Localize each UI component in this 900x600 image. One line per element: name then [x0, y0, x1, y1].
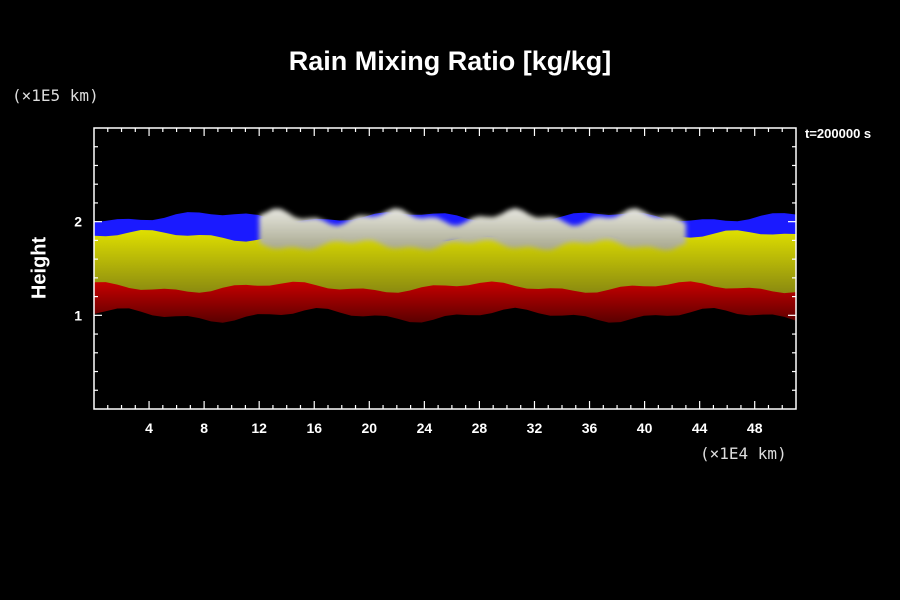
x-tick-label: 36	[582, 420, 598, 436]
x-tick-label: 8	[200, 420, 208, 436]
x-tick-label: 32	[527, 420, 543, 436]
x-tick-label: 48	[747, 420, 763, 436]
plot-frame	[93, 127, 797, 410]
layer-white	[259, 208, 686, 251]
x-tick-label: 12	[251, 420, 267, 436]
x-tick-label: 40	[637, 420, 653, 436]
y-axis-unit: (×1E5 km)	[12, 86, 99, 105]
x-tick-label: 44	[692, 420, 708, 436]
x-tick-label: 24	[417, 420, 433, 436]
y-tick-label: 2	[74, 214, 82, 230]
x-tick-label: 28	[472, 420, 488, 436]
x-tick-label: 20	[362, 420, 378, 436]
y-tick-label: 1	[74, 307, 82, 323]
time-label: t=200000 s	[805, 126, 872, 141]
x-tick-label: 4	[145, 420, 153, 436]
x-tick-label: 16	[306, 420, 322, 436]
chart-title: Rain Mixing Ratio [kg/kg]	[288, 46, 612, 76]
x-axis-unit: (×1E4 km)	[700, 444, 787, 463]
